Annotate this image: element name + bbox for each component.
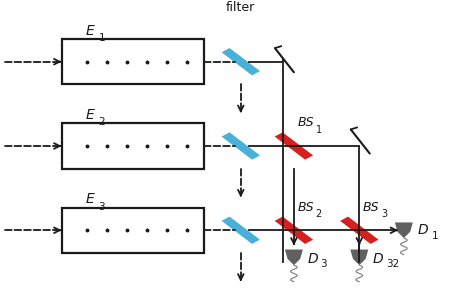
Text: 3: 3 bbox=[320, 259, 327, 269]
Text: 1: 1 bbox=[431, 231, 438, 241]
Text: 3: 3 bbox=[381, 209, 387, 219]
Bar bbox=[274, 132, 313, 160]
Text: E: E bbox=[85, 23, 94, 38]
Text: BS: BS bbox=[298, 201, 314, 214]
Text: 1: 1 bbox=[99, 33, 105, 43]
Polygon shape bbox=[285, 250, 303, 265]
Bar bbox=[221, 48, 260, 75]
Text: 2: 2 bbox=[316, 209, 322, 219]
Text: 2: 2 bbox=[99, 117, 105, 127]
Bar bbox=[62, 39, 204, 84]
Text: D: D bbox=[373, 252, 383, 266]
Text: D: D bbox=[418, 223, 428, 237]
Text: E: E bbox=[85, 192, 94, 206]
Text: 3: 3 bbox=[99, 202, 105, 212]
Text: E: E bbox=[85, 108, 94, 122]
Bar bbox=[340, 217, 379, 244]
Text: BS: BS bbox=[363, 201, 380, 214]
Polygon shape bbox=[350, 250, 368, 265]
Bar bbox=[62, 123, 204, 169]
Text: 32: 32 bbox=[386, 259, 399, 269]
Text: BS: BS bbox=[298, 116, 314, 129]
Bar bbox=[62, 208, 204, 253]
Bar bbox=[221, 132, 260, 160]
Bar bbox=[221, 217, 260, 244]
Text: D: D bbox=[307, 252, 318, 266]
Polygon shape bbox=[395, 222, 413, 238]
Text: 1: 1 bbox=[316, 125, 322, 135]
Text: filter: filter bbox=[226, 1, 255, 14]
Bar bbox=[274, 217, 313, 244]
